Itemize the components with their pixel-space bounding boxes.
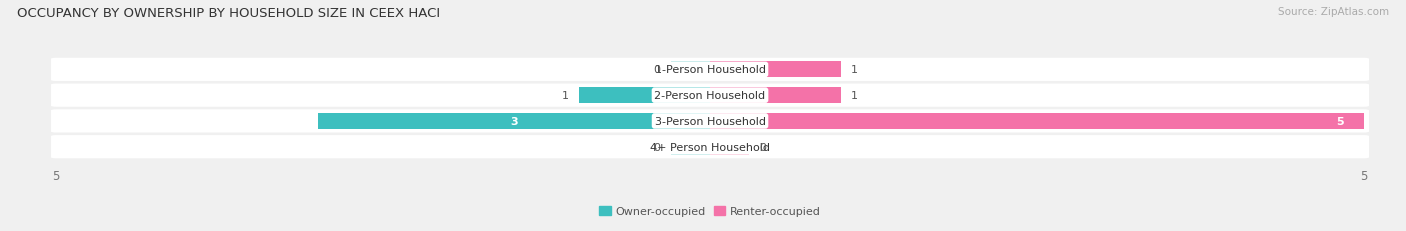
Bar xyxy=(671,62,710,78)
FancyBboxPatch shape xyxy=(51,84,1369,107)
Text: 0: 0 xyxy=(759,142,766,152)
Text: 3: 3 xyxy=(510,116,517,126)
Text: 0: 0 xyxy=(654,65,661,75)
Text: 1-Person Household: 1-Person Household xyxy=(655,65,765,75)
Text: 0: 0 xyxy=(654,142,661,152)
Bar xyxy=(579,88,710,104)
Bar xyxy=(318,113,710,129)
Text: 1: 1 xyxy=(851,65,858,75)
FancyBboxPatch shape xyxy=(51,110,1369,133)
Text: 3-Person Household: 3-Person Household xyxy=(655,116,765,126)
Bar xyxy=(710,139,749,155)
Text: 1: 1 xyxy=(562,91,569,101)
Text: 5: 5 xyxy=(1337,116,1344,126)
FancyBboxPatch shape xyxy=(51,136,1369,159)
Bar xyxy=(710,62,841,78)
FancyBboxPatch shape xyxy=(51,58,1369,82)
Text: 2-Person Household: 2-Person Household xyxy=(654,91,766,101)
Text: 1: 1 xyxy=(851,91,858,101)
Legend: Owner-occupied, Renter-occupied: Owner-occupied, Renter-occupied xyxy=(595,202,825,221)
Text: OCCUPANCY BY OWNERSHIP BY HOUSEHOLD SIZE IN CEEX HACI: OCCUPANCY BY OWNERSHIP BY HOUSEHOLD SIZE… xyxy=(17,7,440,20)
Text: Source: ZipAtlas.com: Source: ZipAtlas.com xyxy=(1278,7,1389,17)
Bar xyxy=(671,139,710,155)
Bar xyxy=(710,88,841,104)
Text: 4+ Person Household: 4+ Person Household xyxy=(650,142,770,152)
Bar xyxy=(710,113,1364,129)
